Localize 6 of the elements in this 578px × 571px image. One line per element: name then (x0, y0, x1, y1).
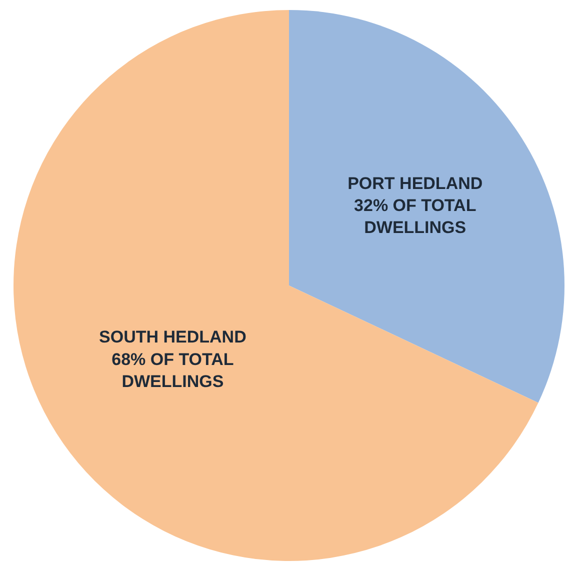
data-label: 68% OF TOTAL DWELLINGS (112, 350, 234, 391)
slice-label: SOUTH HEDLAND (99, 328, 246, 347)
pie-slice (14, 10, 538, 561)
slice-label: PORT HEDLAND (348, 174, 483, 193)
data-label: 32% OF TOTAL DWELLINGS (354, 196, 476, 238)
pie-slice (289, 10, 564, 403)
